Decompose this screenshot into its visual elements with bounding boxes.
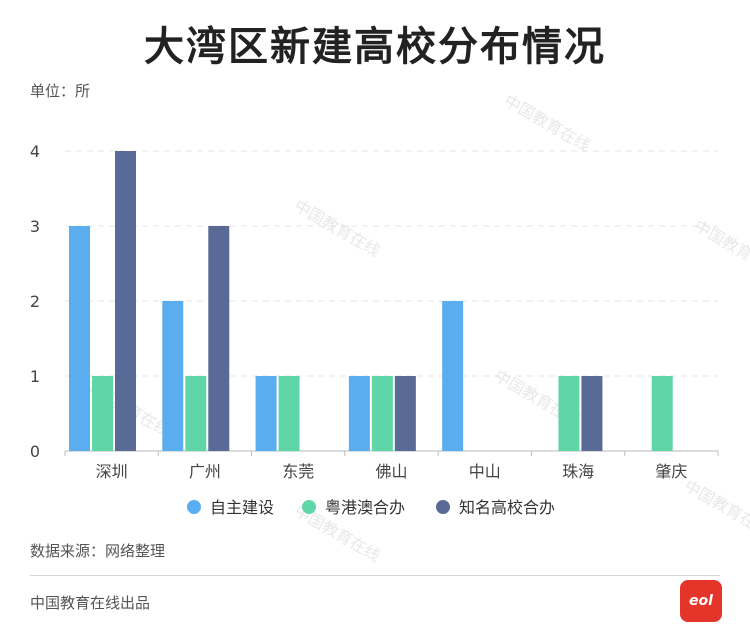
x-tick-label: 佛山 [375, 462, 407, 481]
y-tick-label: 1 [30, 367, 40, 386]
legend-label: 自主建设 [210, 498, 274, 517]
bar [115, 151, 136, 451]
producer-credit: 中国教育在线出品 [30, 594, 151, 612]
y-tick-label: 3 [30, 217, 40, 236]
bar [394, 376, 416, 451]
x-tick-label: 肇庆 [655, 462, 687, 481]
x-tick-label: 深圳 [96, 462, 128, 481]
x-tick-label: 珠海 [562, 462, 594, 481]
legend-label: 粤港澳合办 [325, 498, 405, 517]
eol-logo: eol [680, 580, 722, 622]
bar [255, 376, 277, 451]
bar [69, 226, 90, 451]
bar [651, 376, 673, 451]
bar [185, 376, 207, 451]
bar [371, 376, 393, 451]
legend-marker [302, 500, 316, 514]
bar [348, 376, 370, 451]
unit-label: 单位：所 [30, 82, 91, 100]
x-tick-label: 广州 [189, 462, 221, 481]
x-tick-label: 东莞 [282, 462, 314, 481]
data-source: 数据来源：网络整理 [30, 542, 166, 560]
y-tick-label: 2 [30, 292, 40, 311]
x-tick-label: 中山 [469, 462, 501, 481]
bar [442, 301, 464, 451]
bar [278, 376, 300, 451]
bar [208, 226, 230, 451]
divider [30, 575, 720, 576]
legend-marker [436, 500, 450, 514]
y-tick-label: 4 [30, 142, 40, 161]
legend-marker [187, 500, 201, 514]
bar [92, 376, 113, 451]
bar [581, 376, 603, 451]
bar [162, 301, 184, 451]
legend-label: 知名高校合办 [459, 498, 555, 517]
y-tick-label: 0 [30, 442, 40, 461]
chart-title: 大湾区新建高校分布情况 [144, 24, 606, 70]
bar [558, 376, 580, 451]
